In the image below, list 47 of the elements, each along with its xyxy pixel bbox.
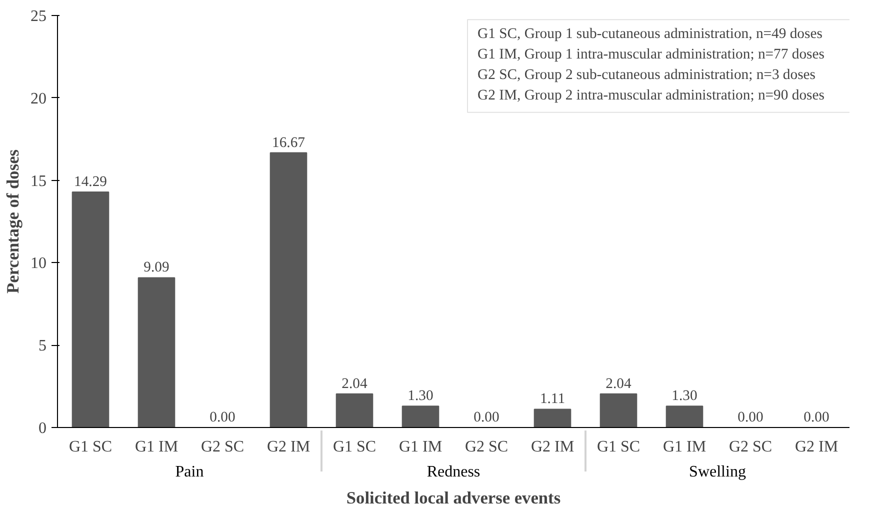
text: G2 IM xyxy=(794,438,838,456)
y-tick-label: 20 xyxy=(30,90,46,108)
bar xyxy=(402,406,440,428)
x-tick-label: Swelling xyxy=(689,464,746,480)
text: G1 SC xyxy=(332,438,376,456)
data-label: 2.04 xyxy=(342,376,368,392)
annotation: G1 SC, Group 1 sub-cutaneous administration, n=49 doses xyxy=(478,26,823,42)
data-label: 0.00 xyxy=(474,410,500,426)
data-label: 0.00 xyxy=(210,410,236,426)
y-tick-label: 25 xyxy=(30,8,46,25)
bar xyxy=(666,406,704,428)
y-tick-label: 5 xyxy=(38,338,46,355)
text: G2 SC xyxy=(200,438,244,456)
data-label: 14.29 xyxy=(74,174,107,190)
bar xyxy=(138,277,176,428)
bar xyxy=(72,192,110,428)
data-label: 16.67 xyxy=(272,134,305,151)
bar xyxy=(600,393,638,428)
annotation: G2 IM, Group 2 intra-muscular administration; n=90 doses xyxy=(478,88,825,104)
data-label: 0.00 xyxy=(804,410,830,426)
text: G1 SC xyxy=(68,438,112,456)
text: G1 IM xyxy=(398,438,442,456)
bar xyxy=(336,393,374,428)
series-label: G1 SC xyxy=(596,438,640,456)
data-label: 1.11 xyxy=(540,391,566,408)
bar xyxy=(534,408,572,428)
y-tick-label: 15 xyxy=(30,172,46,190)
data-label: 1.30 xyxy=(672,388,698,404)
text: G1 IM xyxy=(134,438,178,456)
y-tick-label: 0 xyxy=(38,420,46,437)
x-tick-label: Pain xyxy=(175,464,204,480)
data-label: 2.04 xyxy=(606,376,632,392)
x-axis-title: Solicited local adverse events xyxy=(346,488,561,508)
text: G2 SC xyxy=(464,438,508,456)
series-label: G2 SC xyxy=(728,438,772,456)
x-tick-label: Redness xyxy=(426,464,480,480)
data-label: 9.09 xyxy=(144,260,170,276)
data-label: 1.30 xyxy=(408,388,434,404)
series-label: G2 IM xyxy=(530,438,574,456)
text: G2 IM xyxy=(266,438,310,456)
y-axis-title: Percentage of doses xyxy=(4,149,22,294)
y-tick-label: 10 xyxy=(30,255,46,272)
annotation: G2 SC, Group 2 sub-cutaneous administration; n=3 doses xyxy=(478,67,816,83)
annotation: G1 IM, Group 1 intra-muscular administration; n=77 doses xyxy=(478,46,825,62)
bar xyxy=(270,152,308,428)
data-label: 0.00 xyxy=(738,410,764,426)
series-label: G1 IM xyxy=(662,438,706,456)
